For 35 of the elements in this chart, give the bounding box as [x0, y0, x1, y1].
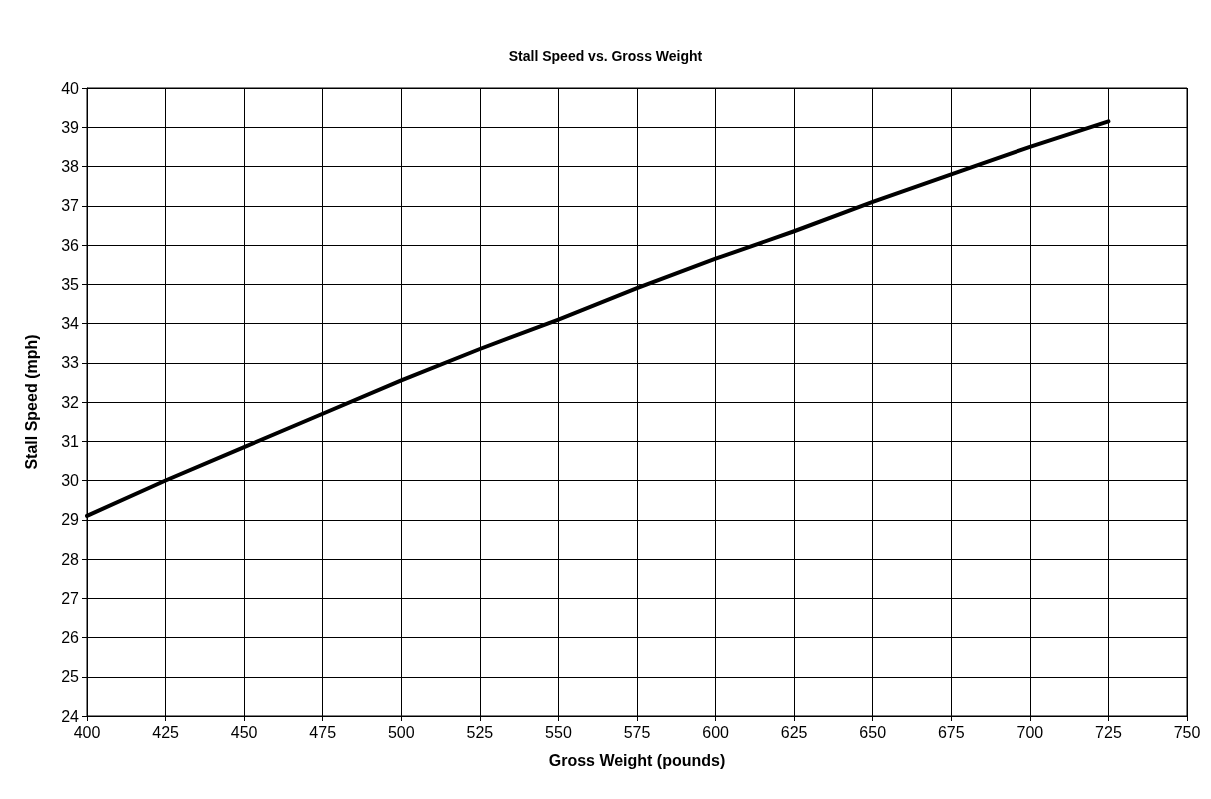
x-tick-label: 750: [1173, 723, 1201, 741]
x-tick-label: 425: [152, 723, 180, 741]
y-axis-title: Stall Speed (mph): [22, 334, 40, 470]
y-tick-label: 33: [61, 354, 80, 372]
x-tick-label: 500: [387, 723, 415, 741]
x-tick-label: 550: [545, 723, 572, 741]
x-tick-label: 525: [466, 723, 494, 741]
y-tick-label: 32: [61, 393, 80, 411]
x-axis-title: Gross Weight (pounds): [548, 751, 726, 769]
y-tick-label: 29: [61, 511, 80, 529]
y-tick-label: 30: [61, 472, 80, 489]
y-tick-label: 31: [61, 432, 80, 450]
y-tick-label: 35: [61, 275, 80, 293]
y-tick-label: 36: [61, 236, 80, 254]
y-tick-label: 28: [61, 550, 80, 568]
y-tick-label: 25: [61, 668, 80, 686]
x-tick-label: 700: [1016, 723, 1044, 741]
x-tick-label: 575: [623, 723, 651, 741]
y-tick-label: 40: [61, 79, 80, 97]
x-tick-label: 625: [780, 723, 808, 741]
x-tick-label: 600: [702, 723, 730, 741]
x-tick-label: 450: [230, 723, 258, 741]
x-tick-label: 475: [309, 723, 337, 741]
y-tick-label: 34: [61, 315, 80, 332]
y-tick-label: 26: [61, 629, 80, 646]
chart-title: Stall Speed vs. Gross Weight: [508, 48, 703, 64]
y-tick-label: 39: [61, 118, 80, 136]
x-tick-label: 400: [73, 723, 101, 741]
y-tick-label: 37: [61, 197, 80, 215]
x-tick-label: 725: [1095, 723, 1122, 741]
x-tick-label: 675: [937, 723, 965, 741]
y-tick-label: 27: [61, 589, 80, 607]
y-tick-label: 38: [61, 158, 80, 175]
y-tick-label: 24: [61, 707, 80, 725]
x-tick-label: 650: [859, 723, 887, 741]
